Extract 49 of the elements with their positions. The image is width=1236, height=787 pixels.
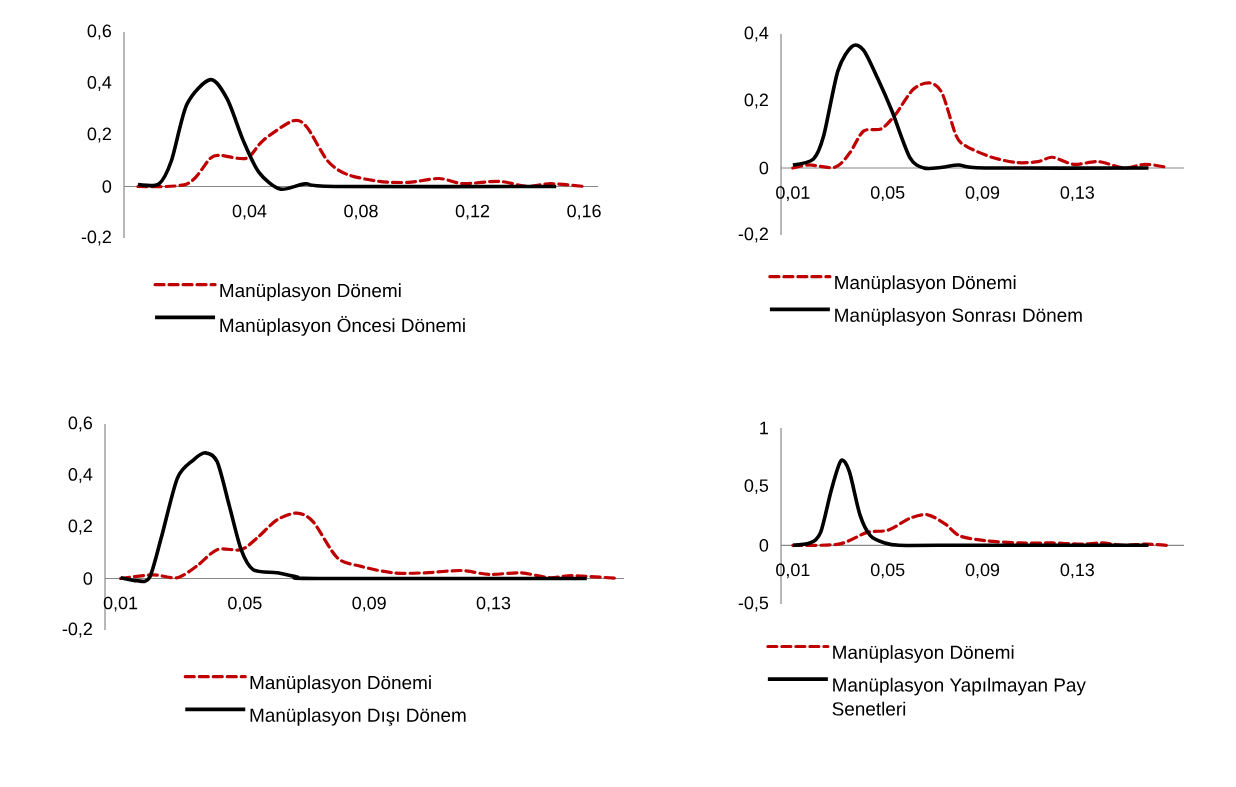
- legend-label: Manüplasyon Dönemi: [250, 675, 431, 693]
- x-tick-label: 0,09: [352, 596, 386, 612]
- y-tick-label: 0: [759, 538, 769, 552]
- line-series: [136, 77, 558, 192]
- x-tick-label: 0,05: [228, 596, 262, 612]
- y-tick-label: 0,6: [68, 416, 93, 432]
- legend-label: Manüplasyon Dönemi: [833, 645, 1014, 663]
- x-tick-label: 0,05: [870, 186, 905, 201]
- y-tick-label: 1: [760, 421, 768, 435]
- y-tick-label: 0: [759, 161, 769, 175]
- x-tick-label: 0,05: [870, 563, 905, 579]
- legend-label: Manüplasyon Öncesi Dönemi: [220, 316, 465, 336]
- line-series: [118, 451, 589, 583]
- x-tick-label: 0,09: [965, 186, 1000, 201]
- line-series: [791, 43, 1151, 171]
- x-tick-label: 0,16: [567, 204, 601, 220]
- y-tick-label: 0,2: [744, 93, 768, 109]
- legend-label: Manüplasyon Sonrası Dönem: [835, 308, 1082, 326]
- legend-label: Manüplasyon Dönemi: [835, 275, 1016, 293]
- line-series: [136, 118, 586, 189]
- x-tick-label: 0,13: [1060, 563, 1094, 579]
- y-tick-label: 0: [83, 572, 93, 585]
- y-tick-label: -0,5: [738, 596, 769, 612]
- line-series: [791, 81, 1167, 170]
- y-tick-label: 0,5: [744, 479, 769, 495]
- x-tick-label: 0,04: [232, 204, 267, 220]
- legend-label: Manüplasyon Dışı Dönem: [250, 708, 466, 726]
- y-tick-label: 0,2: [87, 127, 111, 143]
- y-tick-label: -0,2: [738, 227, 768, 243]
- y-tick-label: -0,2: [62, 622, 92, 638]
- y-tick-label: 0,4: [744, 26, 769, 42]
- x-tick-label: 0,01: [103, 596, 138, 612]
- legend-label: Manüplasyon Yapılmayan Pay Senetleri: [832, 677, 1086, 716]
- x-tick-label: 0,01: [776, 563, 810, 579]
- x-tick-label: 0,09: [965, 563, 1000, 579]
- legend-label: Manüplasyon Dönemi: [220, 283, 401, 301]
- y-tick-label: 0,6: [87, 24, 112, 40]
- line-series: [791, 458, 1151, 548]
- y-tick-label: 0: [102, 180, 112, 193]
- line-series: [791, 513, 1169, 548]
- y-tick-label: 0,2: [68, 519, 92, 535]
- x-tick-label: 0,12: [455, 204, 490, 220]
- x-tick-label: 0,13: [476, 596, 511, 612]
- x-tick-label: 0,08: [344, 204, 378, 220]
- y-tick-label: 0,4: [68, 468, 93, 483]
- y-tick-label: -0,2: [81, 230, 111, 246]
- x-tick-label: 0,13: [1060, 186, 1094, 201]
- x-tick-label: 0,01: [776, 186, 810, 201]
- y-tick-label: 0,4: [87, 76, 112, 91]
